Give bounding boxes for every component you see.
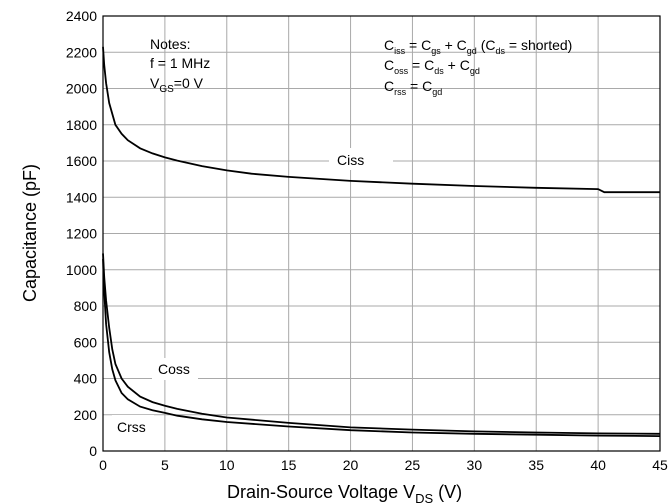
notes-header: Notes: xyxy=(150,36,190,52)
series-line-ciss xyxy=(102,46,660,194)
x-tick-label: 0 xyxy=(99,457,107,473)
grid xyxy=(103,16,660,451)
series-line-crss xyxy=(102,258,661,437)
y-tick-label: 2400 xyxy=(66,8,97,24)
y-tick-label: 800 xyxy=(74,298,98,314)
crss-label-bg xyxy=(112,415,154,437)
notes-vgs-symbol: V xyxy=(150,75,160,91)
x-axis-title: Drain-Source Voltage VDS (V) xyxy=(227,482,462,504)
x-tick-label: 10 xyxy=(219,457,235,473)
x-tick-label: 35 xyxy=(528,457,544,473)
notes-frequency: f = 1 MHz xyxy=(150,55,210,71)
notes-vgs-value: =0 V xyxy=(174,75,204,91)
equation-crss: Crss = Cgd xyxy=(384,78,442,97)
notes-vgs: VGS=0 V xyxy=(150,75,204,95)
series-line-coss xyxy=(102,253,661,435)
y-tick-label: 400 xyxy=(74,371,98,387)
y-tick-label: 1000 xyxy=(66,262,97,278)
y-tick-label: 200 xyxy=(74,407,98,423)
series-label-coss: Coss xyxy=(158,361,190,377)
x-tick-label: 45 xyxy=(652,457,668,473)
y-tick-label: 1400 xyxy=(66,189,97,205)
y-axis-title: Capacitance (pF) xyxy=(20,164,40,302)
y-tick-label: 2000 xyxy=(66,81,97,97)
y-tick-label: 1200 xyxy=(66,226,97,242)
plot-frame xyxy=(102,15,661,452)
equation-coss: Coss = Cds + Cgd xyxy=(384,57,480,76)
notes-vgs-subscript: GS xyxy=(159,84,174,95)
series-curves xyxy=(102,46,661,437)
series-label-ciss: Ciss xyxy=(337,152,364,168)
tick-labels: 0 5 10 15 20 25 30 35 40 45 0 200 400 600 800 1000 1200 1… xyxy=(66,8,668,473)
x-tick-label: 20 xyxy=(343,457,359,473)
ciss-label-bg xyxy=(329,148,393,170)
y-tick-label: 0 xyxy=(89,443,97,459)
x-tick-label: 40 xyxy=(590,457,606,473)
y-tick-label: 600 xyxy=(74,334,98,350)
y-tick-label: 2200 xyxy=(66,44,97,60)
y-tick-label: 1600 xyxy=(66,153,97,169)
equation-ciss: Ciss = Cgs + Cgd (Cds = shorted) xyxy=(384,37,572,56)
y-tick-label: 1800 xyxy=(66,117,97,133)
coss-label-bg xyxy=(152,358,198,380)
x-tick-label: 25 xyxy=(405,457,421,473)
x-tick-label: 5 xyxy=(161,457,169,473)
series-label-crss: Crss xyxy=(117,419,146,435)
x-tick-label: 15 xyxy=(281,457,297,473)
x-tick-label: 30 xyxy=(467,457,483,473)
